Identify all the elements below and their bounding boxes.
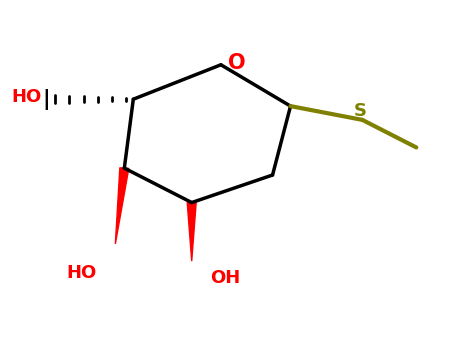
Polygon shape <box>187 203 196 261</box>
Polygon shape <box>116 168 129 244</box>
Text: |: | <box>43 89 50 110</box>
Text: O: O <box>228 53 245 73</box>
Text: HO: HO <box>66 264 97 282</box>
Text: OH: OH <box>210 270 241 287</box>
Text: HO: HO <box>11 89 41 106</box>
Text: S: S <box>354 102 367 120</box>
